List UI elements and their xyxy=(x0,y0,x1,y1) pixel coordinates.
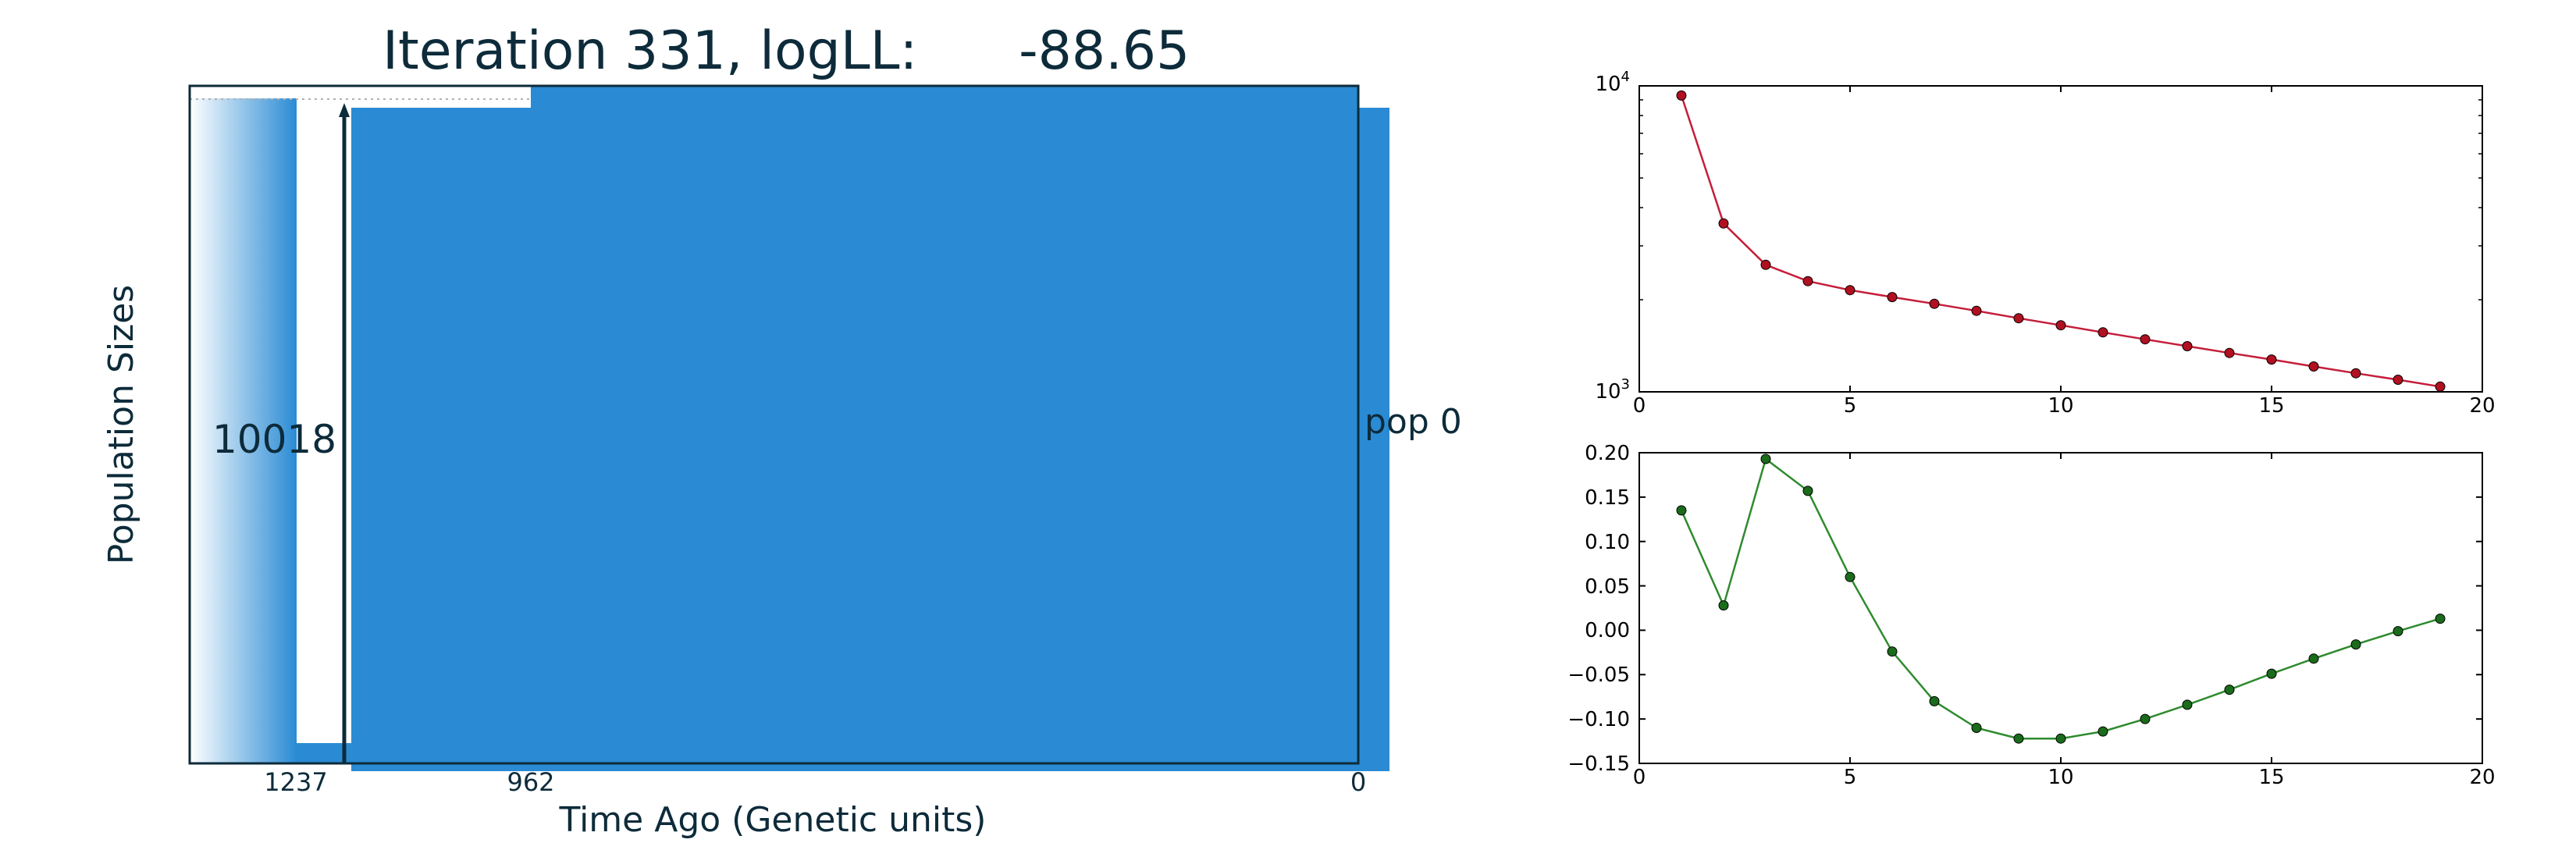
x-tick-label: 15 xyxy=(2258,394,2284,418)
data-point xyxy=(2055,320,2066,331)
data-point xyxy=(2393,375,2403,385)
data-point xyxy=(1802,486,1813,496)
data-point xyxy=(2224,685,2235,695)
x-tick-label: 5 xyxy=(1844,394,1857,418)
x-tick-label: 10 xyxy=(2048,394,2073,418)
series-line xyxy=(1680,457,2441,740)
bottom-chart-frame xyxy=(1638,452,2483,764)
data-point xyxy=(1760,259,1771,270)
y-tick-label: 104 xyxy=(1595,69,1630,96)
x-tick-label: 0 xyxy=(1350,767,1366,797)
data-point xyxy=(2266,668,2277,679)
data-point xyxy=(1845,571,1856,582)
plot-frame xyxy=(188,84,1360,765)
data-point xyxy=(2266,354,2277,365)
x-tick-label: 0 xyxy=(1633,394,1646,418)
data-point xyxy=(1718,218,1729,229)
x-tick-label: 0 xyxy=(1633,766,1646,789)
y-tick-label: 0.10 xyxy=(1585,531,1630,554)
data-point xyxy=(1845,285,1856,296)
y-tick-label: 0.15 xyxy=(1585,486,1630,510)
data-point xyxy=(2350,368,2361,379)
data-point xyxy=(2055,733,2066,744)
data-point xyxy=(1802,276,1813,286)
top-right-chart: 104 103 0 5 10 15 20 xyxy=(1595,69,2495,418)
chart-title: Iteration 331, logLL: -88.65 xyxy=(382,20,1190,82)
data-point xyxy=(1887,646,1898,657)
data-point xyxy=(1887,292,1898,303)
y-tick-label: 0.20 xyxy=(1585,442,1630,465)
data-point xyxy=(2435,381,2446,392)
population-size-label: 10018 xyxy=(212,417,336,462)
y-tick-label: −0.10 xyxy=(1567,708,1630,731)
data-point xyxy=(2182,341,2193,351)
top-chart-frame xyxy=(1638,85,2483,393)
data-point xyxy=(2013,313,2024,324)
top-chart-ticks xyxy=(1638,86,2483,392)
data-point xyxy=(2140,713,2151,724)
data-point xyxy=(2308,653,2319,664)
size-arrow-head xyxy=(339,103,350,117)
data-point xyxy=(1718,600,1729,611)
y-tick-label: −0.05 xyxy=(1567,663,1630,687)
data-point xyxy=(2097,726,2108,737)
x-tick-label: 5 xyxy=(1844,766,1857,789)
pop-block-main xyxy=(351,108,1389,771)
data-point xyxy=(2097,327,2108,338)
data-point xyxy=(2393,626,2403,637)
y-tick-label: −0.15 xyxy=(1567,752,1630,776)
series-line xyxy=(1680,95,2441,388)
bottom-chart-ticks xyxy=(1638,452,2483,764)
data-point xyxy=(2140,334,2151,345)
pop-fade-block xyxy=(190,98,297,763)
data-point xyxy=(1676,90,1687,101)
x-tick-label: 15 xyxy=(2258,766,2284,789)
data-point xyxy=(2182,699,2193,710)
population-panel: Iteration 331, logLL: -88.65 10018 pop 0… xyxy=(101,20,1462,840)
x-tick-label: 20 xyxy=(2469,766,2495,789)
x-tick-label: 20 xyxy=(2469,394,2495,418)
data-point xyxy=(2435,614,2446,624)
data-point xyxy=(1971,305,1982,316)
data-point xyxy=(1676,505,1687,516)
data-point xyxy=(1760,454,1771,464)
pop-block-epoch-1237 xyxy=(297,743,351,763)
y-tick-label: 0.00 xyxy=(1585,619,1630,642)
data-point xyxy=(2308,361,2319,372)
top-series xyxy=(1676,90,2446,392)
y-axis-label: Population Sizes xyxy=(101,285,141,564)
x-tick-label: 962 xyxy=(507,767,554,797)
bottom-series xyxy=(1676,454,2446,744)
pop-block-top-step xyxy=(531,86,1358,109)
bottom-right-chart: 0.20 0.15 0.10 0.05 0.00 −0.05 −0.10 −0.… xyxy=(1567,442,2495,789)
y-tick-label: 0.05 xyxy=(1585,575,1630,599)
data-point xyxy=(1971,723,1982,733)
data-point xyxy=(2350,639,2361,650)
x-tick-label: 1237 xyxy=(264,767,327,797)
x-axis-label: Time Ago (Genetic units) xyxy=(559,800,987,840)
population-name-label: pop 0 xyxy=(1364,402,1462,442)
data-point xyxy=(2013,733,2024,744)
y-tick-label: 103 xyxy=(1595,376,1630,404)
data-point xyxy=(1929,695,1940,706)
data-point xyxy=(1929,298,1940,309)
data-point xyxy=(2224,347,2235,358)
x-tick-label: 10 xyxy=(2048,766,2073,789)
